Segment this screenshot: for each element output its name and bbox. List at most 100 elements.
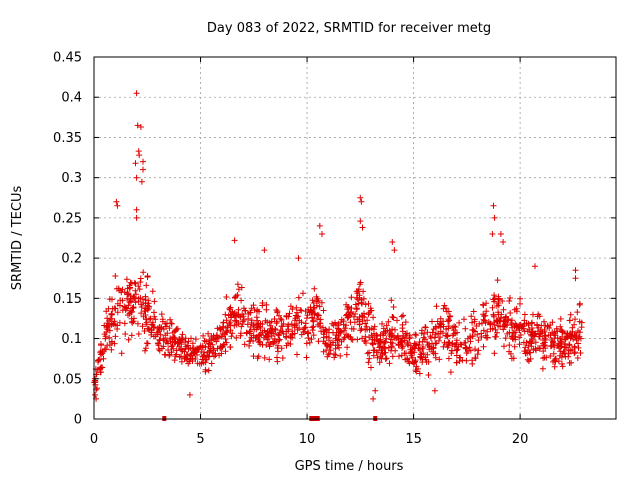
- data-point: [223, 294, 230, 300]
- data-point: [480, 302, 487, 309]
- data-point: [402, 319, 409, 326]
- data-point: [244, 321, 251, 328]
- data-point: [576, 300, 583, 307]
- data-point: [324, 342, 330, 348]
- data-point: [343, 322, 349, 329]
- data-point: [559, 360, 565, 367]
- data-point: [461, 316, 467, 323]
- data-point: [294, 313, 301, 320]
- data-point: [295, 294, 302, 301]
- data-point: [337, 352, 344, 359]
- data-point: [297, 307, 304, 313]
- data-point: [365, 359, 372, 366]
- data-point: [365, 311, 372, 318]
- data-point: [390, 304, 397, 310]
- data-point: [185, 338, 192, 345]
- x-tick-label: 5: [196, 432, 204, 447]
- data-point: [136, 286, 143, 293]
- data-point: [151, 298, 158, 305]
- data-point: [381, 344, 388, 351]
- data-point: [247, 330, 253, 337]
- data-point: [478, 330, 485, 337]
- data-point: [134, 320, 141, 327]
- x-tick-label: 15: [405, 432, 422, 447]
- data-point: [526, 338, 533, 345]
- data-point: [474, 331, 481, 338]
- data-point: [547, 322, 554, 328]
- data-point: [274, 358, 281, 365]
- data-point: [544, 323, 551, 330]
- data-point: [574, 355, 581, 361]
- data-point: [577, 350, 584, 356]
- data-point: [469, 333, 476, 340]
- data-point: [547, 353, 554, 359]
- data-point: [103, 308, 110, 315]
- data-point: [289, 331, 296, 338]
- data-point: [132, 299, 139, 306]
- data-point: [382, 338, 389, 345]
- data-point: [98, 341, 104, 347]
- data-point: [446, 317, 453, 324]
- data-point: [92, 378, 99, 385]
- data-point: [511, 343, 518, 350]
- data-point: [243, 329, 250, 336]
- data-point: [532, 263, 538, 270]
- data-point: [559, 329, 566, 336]
- data-point: [285, 328, 292, 335]
- data-point: [239, 311, 246, 318]
- data-point: [447, 313, 454, 319]
- data-point: [271, 316, 278, 322]
- data-point: [344, 311, 350, 318]
- data-point: [480, 343, 487, 350]
- data-point: [237, 332, 244, 339]
- data-point: [445, 318, 451, 325]
- data-point: [119, 286, 126, 293]
- data-point: [143, 340, 150, 347]
- data-point: [196, 360, 203, 367]
- data-point: [507, 295, 513, 301]
- data-point: [301, 328, 308, 335]
- data-point: [125, 336, 132, 343]
- y-tick-label: 0.2: [61, 252, 82, 267]
- data-point: [128, 332, 135, 339]
- data-point: [127, 284, 133, 291]
- data-point: [491, 321, 498, 328]
- data-point: [553, 325, 560, 332]
- data-point: [168, 349, 175, 356]
- data-point: [171, 334, 178, 341]
- data-point: [100, 355, 107, 362]
- data-point: [358, 325, 365, 332]
- data-point: [557, 315, 564, 322]
- data-point: [510, 355, 517, 362]
- data-point: [310, 300, 317, 306]
- data-point: [501, 343, 507, 350]
- data-point: [309, 314, 316, 321]
- data-point: [523, 339, 530, 346]
- data-point: [406, 332, 413, 339]
- data-point: [205, 340, 212, 347]
- data-point: [492, 333, 499, 340]
- data-point: [430, 326, 437, 333]
- data-point: [541, 318, 547, 325]
- y-tick-label: 0.3: [61, 171, 82, 186]
- data-point: [432, 354, 439, 361]
- data-point: [340, 336, 347, 343]
- data-point: [150, 324, 157, 331]
- data-point: [360, 288, 367, 295]
- data-point: [574, 309, 581, 316]
- data-point: [205, 367, 212, 374]
- data-point: [92, 391, 99, 398]
- data-point: [176, 354, 183, 360]
- data-point: [374, 333, 381, 339]
- data-point: [470, 327, 477, 334]
- data-point: [565, 347, 572, 354]
- data-point: [104, 342, 111, 349]
- data-point: [234, 281, 241, 288]
- data-point: [136, 152, 143, 159]
- data-point: [475, 347, 482, 354]
- data-point: [154, 340, 161, 347]
- data-point: [314, 316, 320, 322]
- data-point: [412, 358, 419, 365]
- data-point: [277, 327, 284, 334]
- data-point: [345, 304, 352, 311]
